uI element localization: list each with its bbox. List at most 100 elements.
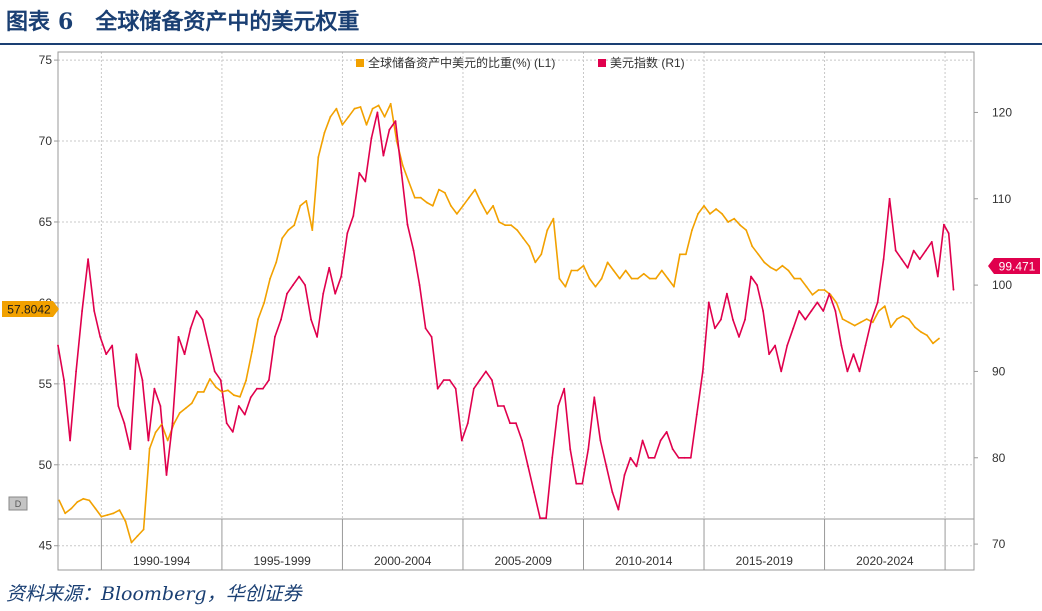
data-point-reserve-share [594, 285, 597, 288]
data-point-dollar-index [792, 327, 795, 330]
data-point-dollar-index [485, 370, 487, 373]
data-point-dollar-index [153, 387, 156, 390]
data-point-dollar-index [497, 405, 499, 407]
data-point-reserve-share [76, 501, 79, 503]
x-tick-label: 2015-2019 [736, 554, 794, 568]
data-point-reserve-share [275, 261, 278, 264]
chart: 1990-1994 1995-1999 2000-2004 2005-2009 2010… [2, 51, 1040, 571]
data-point-reserve-share [215, 386, 217, 388]
data-point-reserve-share [305, 200, 308, 202]
data-point-reserve-share [624, 269, 627, 272]
data-point-dollar-index [943, 223, 945, 226]
data-point-dollar-index [930, 241, 933, 243]
data-point-reserve-share [865, 318, 868, 320]
data-point-dollar-index [63, 379, 65, 381]
data-point-reserve-share [823, 289, 826, 291]
data-point-dollar-index [918, 258, 921, 261]
data-point-reserve-share [492, 204, 494, 207]
data-point-dollar-index [328, 266, 331, 269]
data-point-dollar-index [213, 370, 216, 373]
current-value-right-badge [988, 258, 1040, 274]
data-point-dollar-index [352, 215, 355, 217]
data-point-reserve-share [82, 497, 85, 500]
data-point-dollar-index [75, 370, 77, 373]
data-point-dollar-index [117, 405, 120, 407]
data-point-reserve-share [667, 277, 669, 280]
data-point-reserve-share [401, 164, 404, 167]
data-point-reserve-share [534, 261, 537, 264]
data-point-dollar-index [509, 422, 511, 425]
data-point-reserve-share [570, 269, 573, 272]
data-point-reserve-share [118, 509, 121, 511]
data-point-dollar-index [491, 379, 493, 381]
data-point-dollar-index [135, 353, 138, 356]
data-point-reserve-share [510, 224, 513, 227]
left-tick-label: 70 [39, 134, 53, 148]
right-tick-label: 80 [992, 451, 1006, 465]
data-point-reserve-share [654, 277, 657, 280]
data-point-dollar-index [689, 456, 692, 459]
data-point-reserve-share [184, 407, 187, 409]
data-point-reserve-share [685, 253, 687, 256]
data-point-reserve-share [648, 277, 651, 280]
right-tick-label: 110 [992, 192, 1011, 206]
data-point-dollar-index [418, 284, 421, 286]
data-point-reserve-share [136, 535, 139, 537]
data-point-reserve-share [94, 507, 97, 510]
data-point-dollar-index [256, 387, 258, 390]
data-point-reserve-share [166, 439, 169, 442]
data-point-reserve-share [847, 321, 850, 324]
data-point-reserve-share [190, 402, 193, 405]
current-value-left-text: 57.8042 [7, 303, 51, 317]
data-point-dollar-index [183, 353, 186, 356]
data-point-reserve-share [160, 423, 163, 426]
data-point-reserve-share [371, 107, 374, 110]
data-point-reserve-share [438, 188, 440, 191]
data-point-dollar-index [569, 448, 572, 450]
data-point-reserve-share [347, 115, 350, 118]
data-point-reserve-share [883, 305, 886, 307]
data-point-reserve-share [522, 237, 525, 240]
data-point-dollar-index [876, 301, 879, 304]
data-point-reserve-share [209, 378, 211, 380]
data-point-dollar-index [653, 456, 656, 459]
data-point-dollar-index [671, 448, 674, 450]
data-point-dollar-index [900, 258, 903, 261]
data-point-dollar-index [388, 128, 391, 131]
data-point-reserve-share [853, 324, 856, 327]
data-point-dollar-index [304, 284, 306, 286]
data-point-reserve-share [407, 180, 410, 183]
data-point-reserve-share [841, 318, 844, 320]
data-point-reserve-share [311, 229, 314, 232]
corner-badge-text: D [15, 499, 22, 509]
data-point-reserve-share [932, 342, 934, 345]
data-point-dollar-index [436, 387, 439, 390]
data-point-reserve-share [751, 245, 754, 248]
data-point-dollar-index [442, 379, 445, 381]
data-point-dollar-index [816, 301, 819, 304]
data-point-reserve-share [938, 337, 940, 340]
data-point-reserve-share [817, 289, 820, 291]
data-point-dollar-index [99, 336, 102, 338]
data-point-dollar-index [798, 310, 801, 312]
data-point-dollar-index [852, 353, 855, 356]
data-point-reserve-share [329, 115, 332, 118]
data-point-dollar-index [448, 379, 451, 381]
data-point-dollar-index [810, 310, 813, 312]
data-point-reserve-share [257, 318, 259, 320]
source-note: 资料来源：Bloomberg，华创证券 [6, 583, 302, 605]
corner-badge: D [8, 496, 28, 511]
left-tick-label: 75 [39, 53, 53, 67]
data-point-reserve-share [112, 512, 115, 515]
data-point-dollar-index [605, 465, 608, 468]
data-point-dollar-index [533, 491, 535, 494]
data-point-reserve-share [516, 229, 519, 232]
data-point-reserve-share [606, 261, 609, 264]
x-tick-label: 2020-2024 [856, 554, 914, 568]
data-point-dollar-index [756, 284, 758, 286]
data-point-reserve-share [564, 285, 567, 288]
data-point-reserve-share [365, 123, 368, 126]
data-point-dollar-index [539, 517, 541, 520]
data-point-dollar-index [822, 310, 825, 312]
data-point-reserve-share [618, 277, 621, 280]
